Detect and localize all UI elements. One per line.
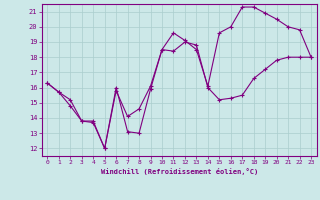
X-axis label: Windchill (Refroidissement éolien,°C): Windchill (Refroidissement éolien,°C) [100,168,258,175]
